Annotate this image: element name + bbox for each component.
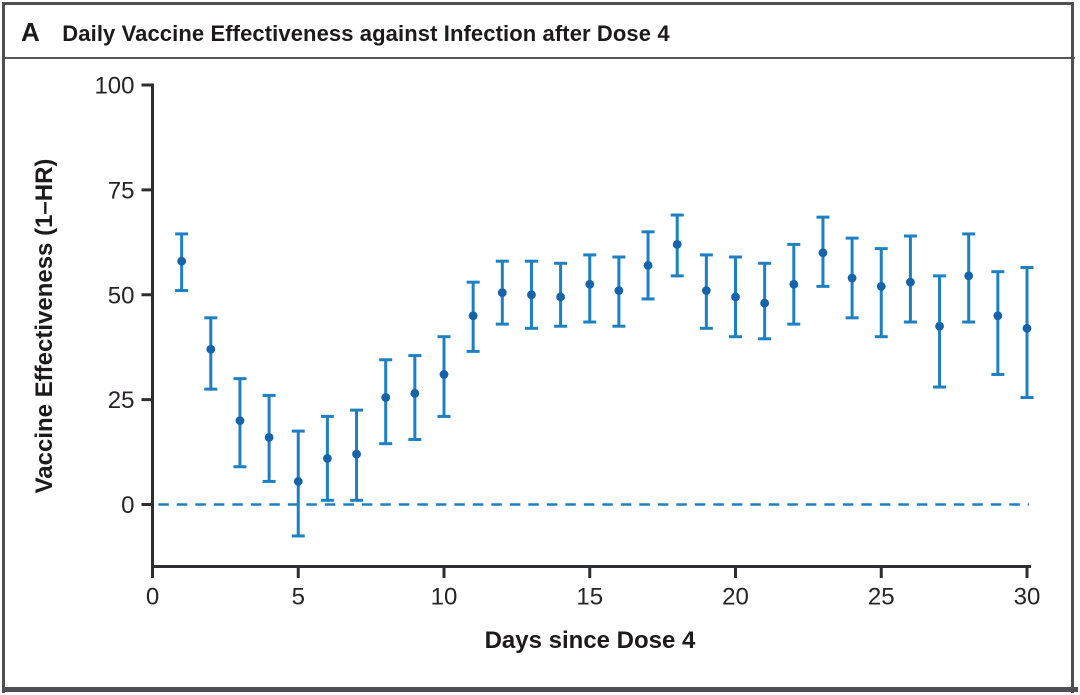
chart-title: Daily Vaccine Effectiveness against Infe… bbox=[62, 21, 670, 46]
panel-title-row: A Daily Vaccine Effectiveness against In… bbox=[21, 17, 670, 48]
x-tick-label: 10 bbox=[431, 584, 458, 611]
data-point-day-23 bbox=[816, 215, 830, 288]
x-tick-label: 5 bbox=[292, 584, 305, 611]
data-point-day-11 bbox=[466, 280, 480, 353]
data-point-day-18 bbox=[670, 213, 684, 278]
data-point-day-21 bbox=[758, 261, 772, 341]
data-point-day-12 bbox=[495, 259, 509, 326]
y-tick-label: 25 bbox=[108, 387, 135, 414]
x-tick-label: 25 bbox=[868, 584, 895, 611]
data-point-day-7 bbox=[350, 408, 364, 502]
data-point-day-27 bbox=[933, 274, 947, 389]
panel-separator-rule bbox=[2, 687, 1078, 692]
data-point-day-25 bbox=[874, 247, 888, 339]
data-point-day-19 bbox=[699, 253, 713, 330]
data-point-day-5 bbox=[291, 429, 305, 538]
data-point-day-28 bbox=[962, 232, 976, 324]
x-tick-label: 30 bbox=[1014, 584, 1041, 611]
data-point-day-20 bbox=[729, 255, 742, 339]
data-point-day-22 bbox=[787, 242, 801, 326]
y-axis-label: Vaccine Effectiveness (1–HR) bbox=[31, 159, 58, 494]
axes: 100 75 50 25 0 0 5 10 15 20 25 30 bbox=[94, 73, 1040, 611]
data-point-day-13 bbox=[524, 259, 538, 330]
y-tick-label: 50 bbox=[108, 282, 135, 309]
x-axis-label: Days since Dose 4 bbox=[485, 627, 696, 654]
data-point-day-16 bbox=[612, 255, 626, 328]
x-tick-label: 0 bbox=[146, 584, 159, 611]
x-tick-label: 20 bbox=[722, 584, 749, 611]
data-series bbox=[158, 213, 1034, 538]
data-point-day-10 bbox=[437, 335, 451, 418]
y-tick-label: 0 bbox=[121, 492, 134, 519]
data-point-day-15 bbox=[583, 253, 597, 324]
data-point-day-14 bbox=[554, 261, 568, 328]
data-point-day-1 bbox=[175, 232, 189, 293]
data-point-day-3 bbox=[233, 377, 247, 469]
title-rule bbox=[5, 57, 1075, 59]
data-point-day-6 bbox=[320, 414, 334, 502]
data-point-day-26 bbox=[903, 234, 917, 324]
data-point-day-4 bbox=[262, 393, 276, 483]
data-point-day-29 bbox=[991, 270, 1005, 376]
panel-letter: A bbox=[21, 17, 41, 47]
data-point-day-9 bbox=[408, 354, 422, 441]
x-tick-label: 15 bbox=[576, 584, 603, 611]
data-point-day-8 bbox=[379, 358, 393, 446]
data-point-day-24 bbox=[845, 236, 859, 320]
data-point-day-17 bbox=[641, 230, 655, 301]
y-tick-label: 100 bbox=[94, 73, 134, 100]
y-tick-label: 75 bbox=[108, 177, 135, 204]
data-point-day-2 bbox=[204, 316, 218, 391]
data-point-day-30 bbox=[1020, 265, 1034, 400]
